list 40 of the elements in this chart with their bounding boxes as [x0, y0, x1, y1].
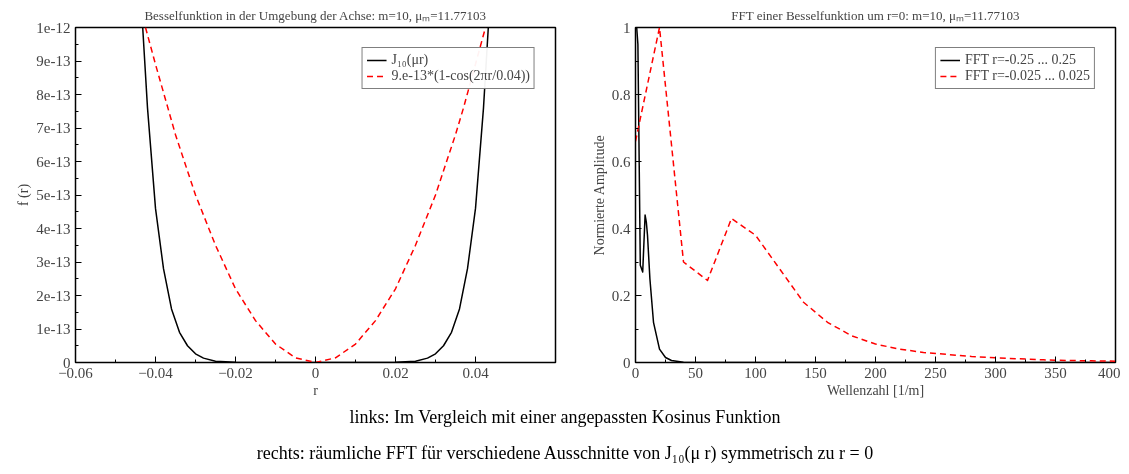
y-axis-title: Normierte Amplitude — [591, 135, 607, 256]
y-tick-label: 1e-12 — [36, 19, 71, 36]
x-tick-label: 300 — [984, 364, 1007, 381]
x-tick-label: 350 — [1044, 364, 1067, 381]
y-tick-label: 3e-13 — [36, 254, 71, 270]
y-tick-label: 0.6 — [611, 153, 631, 170]
text: rechts: räumliche FFT für verschiedene Ausschnitte von J₁₀(μ r) symmetrisch zu r = 0 — [256, 441, 874, 465]
legend-label: 9.e-13*(1-cos(2πr/0.04)) — [391, 68, 530, 84]
y-tick-label: 0.4 — [611, 220, 631, 237]
x-tick-label: 0.04 — [462, 364, 490, 381]
y-tick-label: 1 — [623, 19, 631, 36]
x-tick-label: −0.04 — [138, 364, 174, 381]
y-tick-label: 0.2 — [611, 287, 631, 304]
x-tick-label: 250 — [924, 364, 947, 381]
legend-label: FFT r=-0.025 ... 0.025 — [964, 68, 1090, 84]
x-tick-label: 0.02 — [382, 364, 409, 381]
y-tick-label: 5e-13 — [36, 187, 71, 203]
x-tick-label: 50 — [688, 364, 703, 381]
x-tick-label: 400 — [1098, 364, 1121, 381]
y-tick-label: 6e-13 — [36, 153, 71, 170]
x-axis-title: Wellenzahl [1/m] — [826, 382, 925, 398]
text: links: Im Vergleich mit einer angepassten Kosinus Funktion — [349, 406, 781, 429]
x-tick-label: 100 — [744, 364, 767, 381]
x-tick-label: 150 — [804, 364, 827, 381]
y-tick-label: 9e-13 — [36, 53, 71, 69]
legend-label: FFT r=-0.25 ... 0.25 — [964, 52, 1076, 68]
legend-label: J₁₀(μr) — [391, 52, 429, 68]
y-tick-label: 4e-13 — [36, 220, 71, 237]
x-axis-title: r — [313, 382, 319, 398]
y-tick-label: 1e-13 — [36, 321, 71, 337]
chart-title: Besselfunktion in der Umgebung der Achse: m=10, μₘ=11.77103 — [144, 7, 486, 23]
y-axis-title: f (r) — [16, 183, 33, 207]
y-tick-label: 7e-13 — [36, 120, 71, 136]
y-tick-label: 2e-13 — [36, 287, 71, 304]
y-tick-label: 0.8 — [611, 86, 631, 103]
x-tick-label: −0.02 — [218, 364, 253, 381]
chart-title: FFT einer Besselfunktion um r=0: m=10, μₘ=11.77103 — [731, 7, 1020, 23]
x-tick-label: 0 — [311, 364, 320, 381]
y-tick-label: 8e-13 — [36, 86, 71, 103]
x-tick-label: 200 — [864, 364, 887, 381]
